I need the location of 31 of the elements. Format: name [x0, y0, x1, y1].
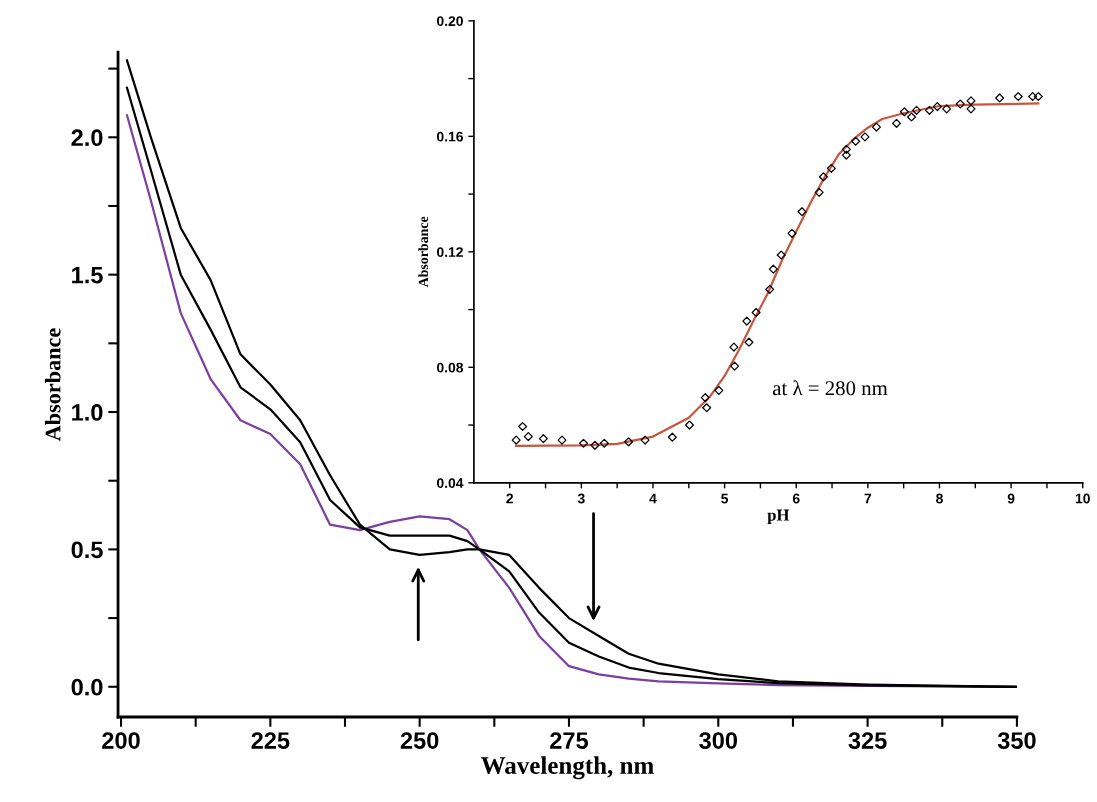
x-tick-label: 275 [550, 732, 589, 749]
x-tick-label: 225 [251, 732, 290, 749]
y-axis-title: Absorbance [44, 328, 61, 442]
x-tick-label: 200 [102, 732, 140, 749]
x-axis-title: pH [767, 509, 790, 525]
x-tick-label: 350 [997, 732, 1036, 749]
annotation: at λ = 280 nm [772, 380, 888, 396]
x-tick-label: 3 [577, 493, 585, 504]
y-tick-label: 0.08 [437, 362, 464, 373]
x-tick-label: 9 [1007, 493, 1015, 504]
y-tick-label: 2.0 [71, 129, 103, 147]
x-tick-label: 300 [699, 732, 738, 749]
x-tick-label: 4 [649, 493, 657, 504]
y-tick-label: 0.04 [437, 478, 464, 488]
x-tick-label: 6 [792, 493, 800, 504]
y-axis-title: Absorbance [418, 216, 429, 288]
x-tick-label: 8 [936, 493, 943, 504]
y-tick-label: 0.12 [437, 247, 463, 257]
x-tick-label: 5 [721, 493, 729, 504]
y-tick-label: 1.0 [72, 404, 103, 421]
x-tick-label: 250 [400, 732, 439, 749]
y-tick-label: 0.20 [437, 16, 463, 27]
y-tick-label: 1.5 [72, 266, 103, 284]
y-tick-label: 0.0 [71, 678, 103, 696]
y-tick-label: 0.5 [71, 541, 103, 559]
y-tick-label: 0.16 [437, 131, 463, 142]
x-tick-label: 7 [864, 493, 872, 504]
x-tick-label: 325 [848, 732, 887, 749]
x-axis-title: Wavelength, nm [481, 756, 654, 780]
x-tick-label: 10 [1075, 493, 1090, 504]
x-tick-label: 2 [506, 493, 514, 504]
